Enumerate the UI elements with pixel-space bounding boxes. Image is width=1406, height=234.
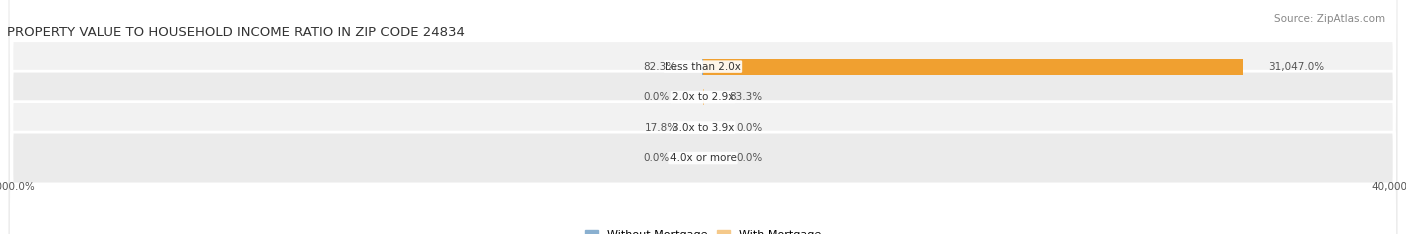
Text: 4.0x or more: 4.0x or more — [669, 153, 737, 163]
FancyBboxPatch shape — [7, 0, 1399, 234]
FancyBboxPatch shape — [7, 0, 1399, 234]
FancyBboxPatch shape — [7, 0, 1399, 234]
Text: Source: ZipAtlas.com: Source: ZipAtlas.com — [1274, 14, 1385, 24]
Text: 82.3%: 82.3% — [644, 62, 676, 72]
Text: 2.0x to 2.9x: 2.0x to 2.9x — [672, 92, 734, 102]
Text: 0.0%: 0.0% — [644, 153, 669, 163]
Text: 31,047.0%: 31,047.0% — [1268, 62, 1324, 72]
Text: 0.0%: 0.0% — [737, 153, 762, 163]
Text: 17.8%: 17.8% — [644, 123, 678, 132]
FancyBboxPatch shape — [7, 0, 1399, 234]
Text: 0.0%: 0.0% — [644, 92, 669, 102]
Text: PROPERTY VALUE TO HOUSEHOLD INCOME RATIO IN ZIP CODE 24834: PROPERTY VALUE TO HOUSEHOLD INCOME RATIO… — [7, 26, 465, 39]
Text: 0.0%: 0.0% — [737, 123, 762, 132]
Text: 3.0x to 3.9x: 3.0x to 3.9x — [672, 123, 734, 132]
Bar — [703, 89, 704, 105]
Bar — [702, 59, 703, 75]
Bar — [703, 59, 1243, 75]
Text: Less than 2.0x: Less than 2.0x — [665, 62, 741, 72]
Text: 83.3%: 83.3% — [730, 92, 762, 102]
Legend: Without Mortgage, With Mortgage: Without Mortgage, With Mortgage — [585, 230, 821, 234]
